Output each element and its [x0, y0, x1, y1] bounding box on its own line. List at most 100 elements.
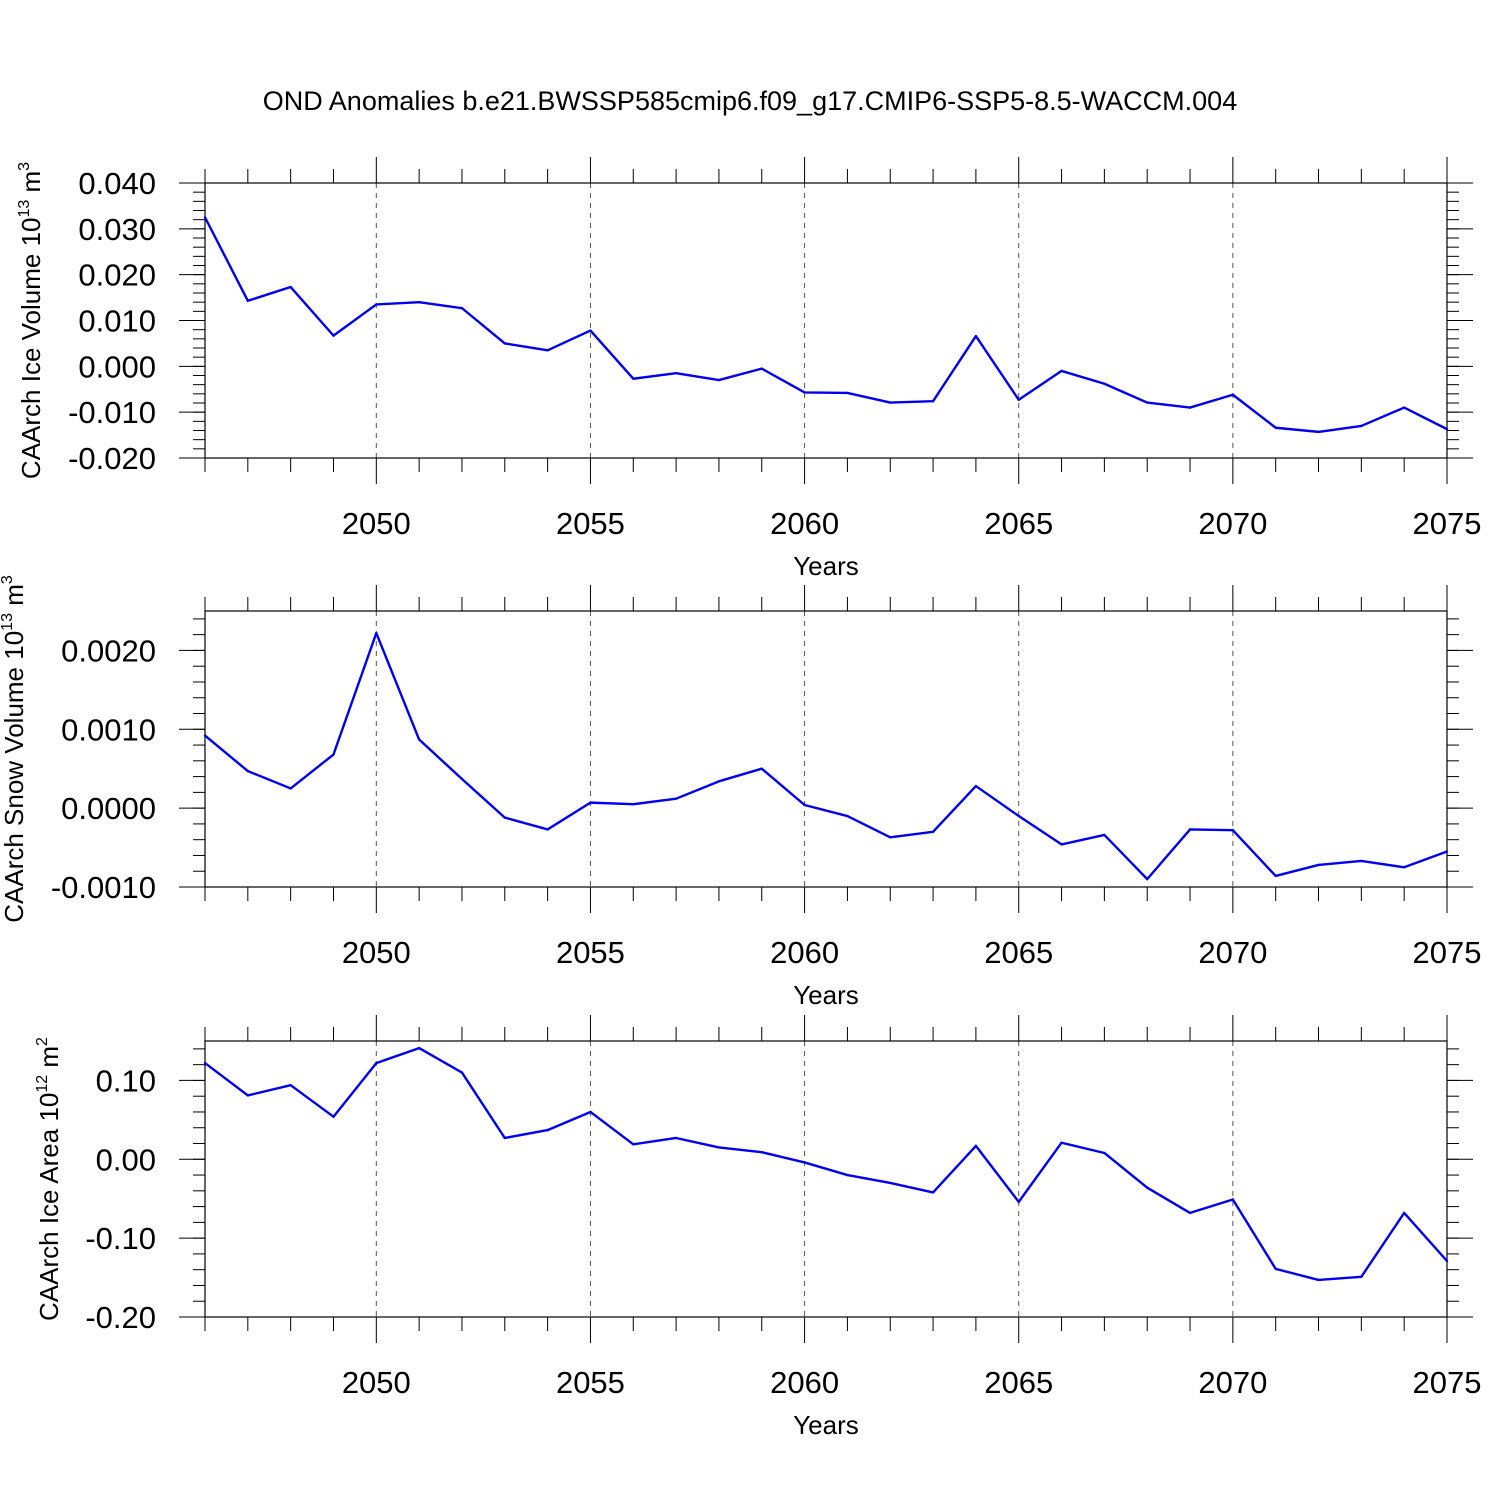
y-tick-label: 0.000 — [78, 349, 156, 384]
y-tick-label: 0.030 — [78, 212, 156, 247]
data-point — [332, 1115, 335, 1118]
plot-frame — [204, 610, 1448, 888]
x-tick-label: 2055 — [556, 1365, 625, 1400]
x-tick-label: 2075 — [1413, 1365, 1482, 1400]
data-point — [1017, 398, 1020, 401]
data-point — [546, 349, 549, 352]
x-tick-label: 2065 — [984, 1365, 1053, 1400]
data-point — [1188, 1211, 1192, 1215]
x-tick-label: 2055 — [556, 935, 625, 970]
plot-frame — [204, 1040, 1448, 1318]
data-point — [931, 830, 935, 833]
y-tick-label: -0.10 — [85, 1221, 156, 1256]
data-point — [246, 299, 250, 302]
data-point — [1188, 828, 1192, 831]
y-axis-title: CAArch Snow Volume 1013 m3 — [0, 575, 29, 923]
data-point — [1360, 1275, 1363, 1278]
y-tick-label: -0.010 — [68, 395, 156, 430]
data-point — [717, 1146, 721, 1149]
data-point — [460, 1071, 464, 1074]
x-tick-label: 2050 — [342, 935, 411, 970]
y-tick-label: -0.0010 — [51, 870, 156, 905]
data-point — [974, 1144, 978, 1148]
data-point — [503, 1136, 506, 1140]
x-tick-label: 2060 — [770, 506, 839, 541]
data-point — [1274, 1267, 1277, 1271]
data-point — [674, 797, 678, 800]
data-point — [332, 334, 335, 337]
y-tick-label: 0.010 — [78, 304, 156, 339]
x-tick-label: 2070 — [1198, 935, 1267, 970]
data-point — [546, 828, 549, 831]
data-point — [1103, 1151, 1106, 1155]
data-point — [460, 306, 464, 310]
data-point — [417, 738, 421, 741]
data-point — [846, 814, 849, 818]
data-point — [1231, 1198, 1235, 1201]
data-point — [289, 285, 292, 289]
data-point — [717, 780, 721, 783]
data-point — [674, 1136, 678, 1140]
data-point — [1146, 1186, 1149, 1189]
data-point — [589, 329, 592, 332]
data-point — [974, 784, 978, 788]
data-point — [803, 1161, 806, 1164]
data-point — [1402, 406, 1406, 409]
y-tick-label: 0.040 — [78, 166, 156, 201]
data-point — [1017, 1200, 1020, 1204]
data-point — [1317, 863, 1320, 867]
figure-title: OND Anomalies b.e21.BWSSP585cmip6.f09_g1… — [263, 86, 1237, 116]
panel-2: -0.0010 0.0000 0.0010 0.0020 2050 2055 2060 206… — [0, 575, 1481, 1010]
y-tick-label: -0.020 — [68, 441, 156, 476]
series-line — [204, 1046, 1448, 1282]
x-tick-label: 2070 — [1198, 506, 1267, 541]
data-point — [1060, 1141, 1063, 1144]
data-point — [503, 342, 506, 345]
data-point — [1445, 427, 1449, 431]
data-point — [1060, 843, 1063, 846]
y-tick-label: -0.20 — [85, 1300, 156, 1335]
data-point — [289, 787, 292, 790]
data-point — [974, 334, 978, 338]
y-tick-label: 0.0000 — [61, 791, 156, 826]
x-axis-title: Years — [793, 551, 859, 581]
data-point — [332, 753, 335, 756]
data-point — [760, 1150, 763, 1154]
data-point — [546, 1128, 549, 1132]
panels: -0.020 -0.010 0.000 0.010 0.020 0.030 0.040 205… — [0, 157, 1481, 1440]
data-point — [1060, 369, 1063, 373]
data-point — [1360, 859, 1363, 863]
data-point — [632, 377, 635, 380]
x-tick-label: 2075 — [1413, 506, 1482, 541]
data-point — [1103, 833, 1106, 837]
data-point — [417, 1046, 421, 1050]
x-tick-label: 2050 — [342, 506, 411, 541]
data-point — [203, 734, 207, 737]
series-line — [204, 631, 1448, 881]
series-line — [203, 216, 1448, 434]
y-tick-label: 0.0010 — [61, 712, 156, 747]
data-point — [889, 836, 892, 839]
data-point — [803, 391, 806, 394]
x-tick-label: 2065 — [984, 506, 1053, 541]
data-point — [846, 391, 849, 395]
y-tick-label: 0.020 — [78, 258, 156, 293]
data-point — [203, 1061, 207, 1065]
data-point — [203, 216, 207, 219]
data-point — [889, 401, 892, 404]
data-point — [674, 372, 678, 375]
data-point — [1231, 829, 1235, 832]
data-point — [375, 1061, 378, 1065]
data-point — [1445, 1259, 1449, 1263]
data-point — [931, 1191, 935, 1194]
data-point — [760, 367, 763, 370]
data-point — [1274, 426, 1277, 429]
data-point — [589, 1110, 592, 1114]
y-axis-title: CAArch Ice Area 1012 m2 — [34, 1037, 64, 1321]
x-tick-label: 2060 — [770, 1365, 839, 1400]
x-tick-label: 2065 — [984, 935, 1053, 970]
data-point — [375, 303, 378, 306]
data-point — [375, 631, 378, 635]
data-point — [1103, 382, 1106, 385]
